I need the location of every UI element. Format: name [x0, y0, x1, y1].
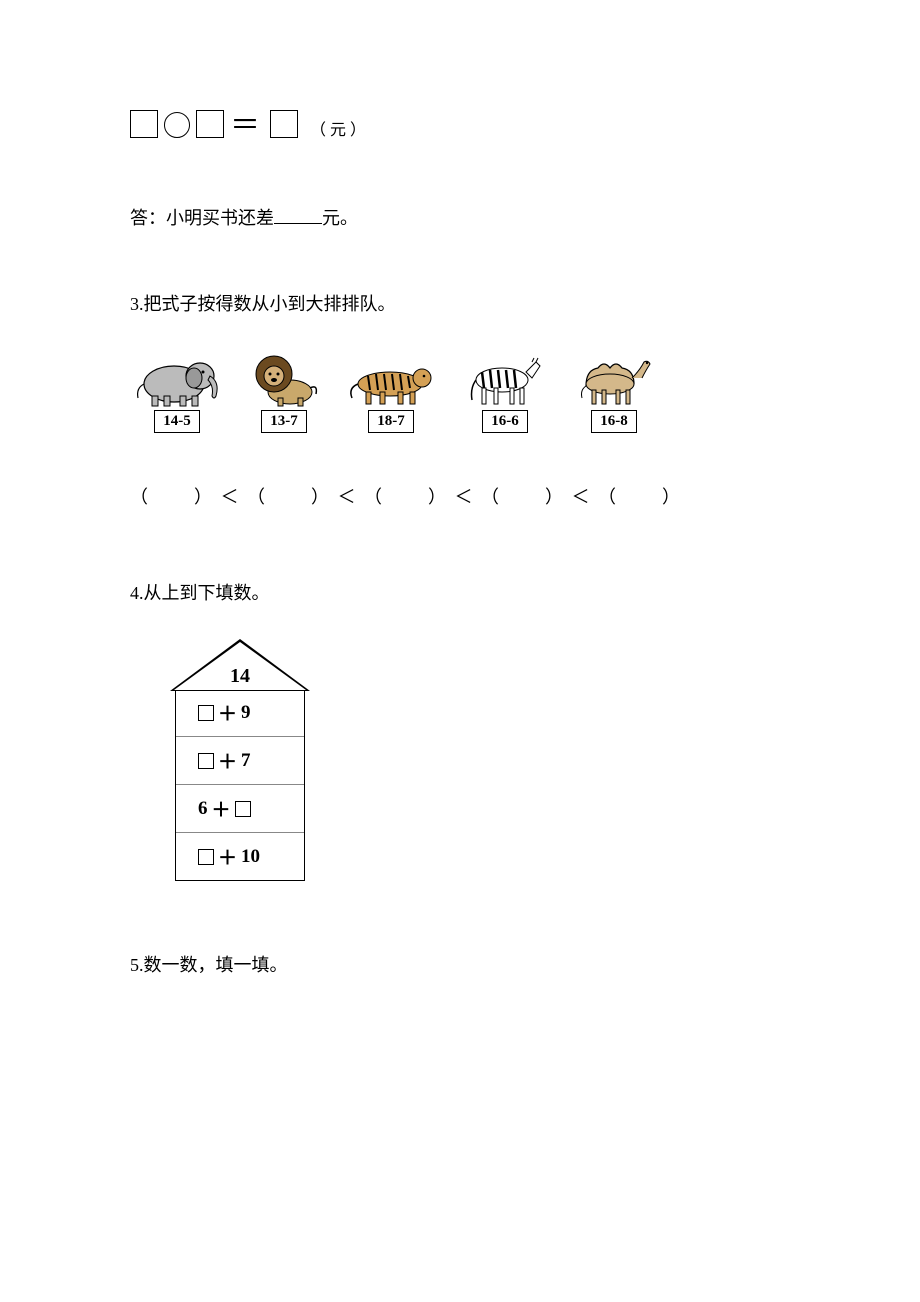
answer-suffix: 元。	[322, 208, 358, 228]
row-val: 7	[241, 750, 251, 772]
paren-open: （	[598, 487, 618, 507]
house-row-4: ＋ 10	[176, 833, 304, 880]
compare-line: （ ） ＜ （ ） ＜ （ ） ＜ （ ） ＜ （ ）	[130, 483, 790, 509]
operator-circle[interactable]	[164, 112, 190, 138]
paren-close: ）	[662, 487, 682, 507]
result-box[interactable]	[270, 110, 298, 138]
row-op: ＋	[218, 747, 237, 774]
house-row-3: 6 ＋	[176, 785, 304, 833]
paren-close: ）	[545, 487, 565, 507]
lion-icon	[248, 350, 320, 408]
compare-op: ＜	[338, 487, 358, 507]
paren-open: （	[364, 487, 384, 507]
zebra-icon	[462, 352, 548, 408]
elephant-icon	[130, 350, 224, 408]
paren-close: ）	[428, 487, 448, 507]
house-row-1: ＋ 9	[176, 689, 304, 737]
fill-box[interactable]	[198, 753, 214, 769]
roof-number: 14	[170, 665, 310, 688]
compare-op: ＜	[572, 487, 592, 507]
animal-camel: 16-8	[572, 350, 656, 433]
paren-close: ）	[311, 487, 331, 507]
expr-tiger: 18-7	[368, 410, 414, 433]
paren-open: （	[481, 487, 501, 507]
answer-line: 答：小明买书还差 元。	[130, 204, 790, 230]
equals-sign: ＝	[230, 100, 264, 144]
q4-title: 4.从上到下填数。	[130, 579, 790, 605]
q3-title: 3.把式子按得数从小到大排排队。	[130, 290, 790, 316]
paren-open: （	[130, 487, 150, 507]
house-row-2: ＋ 7	[176, 737, 304, 785]
q5-title: 5.数一数，填一填。	[130, 951, 790, 977]
animal-elephant: 14-5	[130, 350, 224, 433]
paren-close: ）	[194, 487, 214, 507]
camel-icon	[572, 350, 656, 408]
row-op: ＋	[218, 843, 237, 870]
expr-elephant: 14-5	[154, 410, 200, 433]
fill-box[interactable]	[198, 849, 214, 865]
house-diagram: 14 ＋ 9 ＋ 7 6 ＋ ＋	[170, 639, 790, 881]
row-val: 10	[241, 846, 260, 868]
answer-prefix: 答：小明买书还差	[130, 208, 274, 228]
animal-lion: 13-7	[248, 350, 320, 433]
compare-op: ＜	[221, 487, 241, 507]
expr-zebra: 16-6	[482, 410, 528, 433]
animal-tiger: 18-7	[344, 358, 438, 433]
expr-camel: 16-8	[591, 410, 637, 433]
row-val: 6	[198, 798, 208, 820]
operand-box-1[interactable]	[130, 110, 158, 138]
unit-label: （元）	[310, 116, 370, 140]
worksheet-page: ＝ （元） 答：小明买书还差 元。 3.把式子按得数从小到大排排队。 14-5	[0, 0, 920, 1071]
fill-box[interactable]	[235, 801, 251, 817]
row-op: ＋	[218, 699, 237, 726]
compare-op: ＜	[455, 487, 475, 507]
operand-box-2[interactable]	[196, 110, 224, 138]
row-op: ＋	[212, 795, 231, 822]
tiger-icon	[344, 358, 438, 408]
house-body: ＋ 9 ＋ 7 6 ＋ ＋ 10	[175, 688, 305, 881]
animals-row: 14-5 13-7	[130, 350, 790, 433]
answer-blank[interactable]	[274, 206, 322, 224]
animal-zebra: 16-6	[462, 352, 548, 433]
paren-open: （	[247, 487, 267, 507]
fill-box[interactable]	[198, 705, 214, 721]
expr-lion: 13-7	[261, 410, 307, 433]
row-val: 9	[241, 702, 251, 724]
equation-template: ＝ （元）	[130, 100, 790, 144]
